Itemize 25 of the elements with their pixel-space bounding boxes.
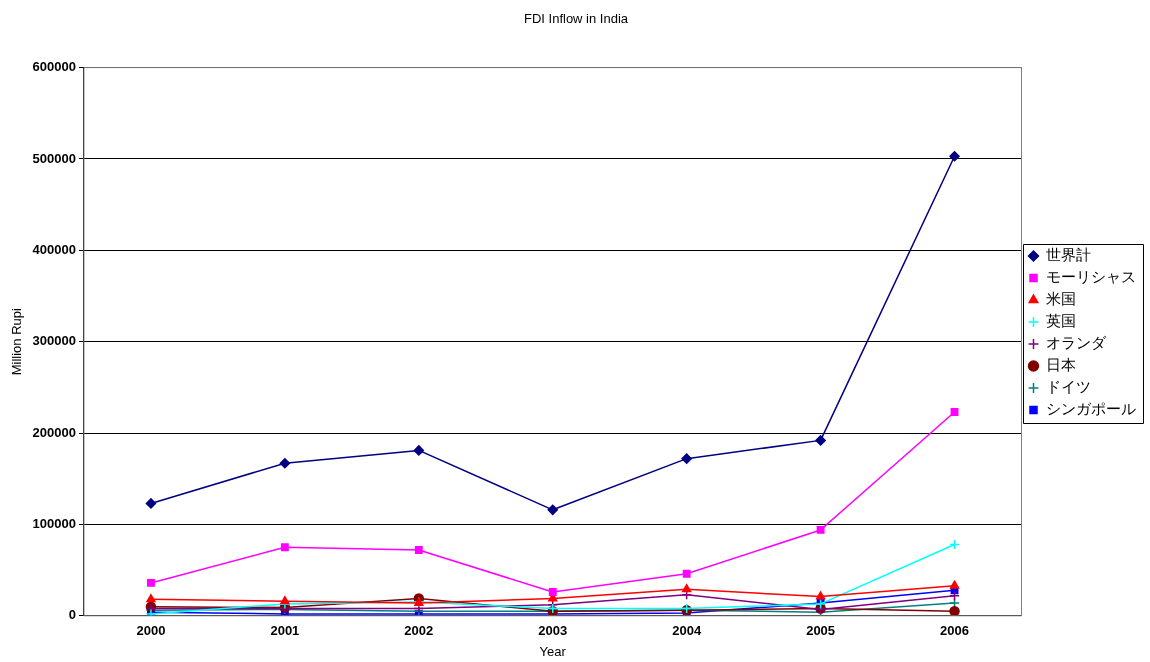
legend-label: オランダ (1046, 333, 1107, 352)
legend-label: モーリシャス (1046, 267, 1136, 286)
x-tick-label: 2003 (538, 623, 568, 639)
y-tick-label: 500000 (32, 150, 76, 166)
y-tick-label: 400000 (32, 241, 76, 257)
y-axis-title: Million Rupi (9, 308, 25, 376)
x-tick-label: 2006 (940, 623, 969, 639)
x-tick-label: 2004 (672, 623, 702, 639)
y-tick-label: 0 (68, 607, 76, 623)
legend-label: 米国 (1046, 289, 1076, 308)
x-tick-label: 2005 (806, 623, 836, 639)
y-tick-label: 300000 (32, 333, 76, 349)
legend-label: シンガポール (1046, 399, 1136, 418)
x-tick-label: 2001 (270, 623, 300, 639)
x-tick-label: 2002 (404, 623, 434, 639)
y-tick-label: 100000 (32, 516, 76, 532)
y-tick-label: 200000 (32, 424, 76, 440)
x-axis-title: Year (539, 643, 567, 659)
legend-label: 日本 (1046, 355, 1076, 374)
legend-label: 英国 (1046, 311, 1076, 330)
legend-label: ドイツ (1046, 377, 1091, 396)
chart-title: FDI Inflow in India (523, 11, 629, 27)
x-tick-label: 2000 (136, 623, 166, 639)
y-tick-label: 600000 (32, 59, 76, 75)
legend-label: 世界計 (1046, 245, 1091, 264)
